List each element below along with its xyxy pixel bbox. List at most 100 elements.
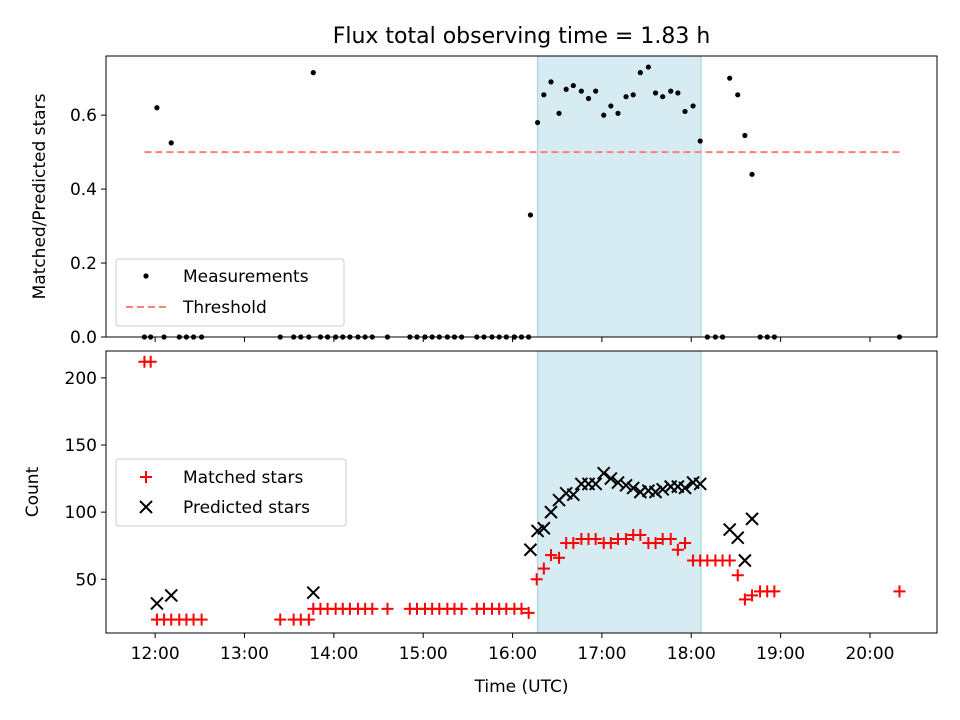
predicted-star-stroke-b — [648, 485, 663, 499]
measurement-point — [570, 82, 576, 89]
matched-star-point — [738, 593, 751, 606]
measurement-point — [749, 171, 755, 177]
matched-star-point — [634, 528, 647, 541]
x-tick-label: 17:00 — [577, 644, 626, 664]
matched-star-point — [620, 533, 633, 545]
x-axis-label: Time (UTC) — [474, 677, 569, 697]
matched-star-point — [553, 551, 566, 564]
bottom-y-tick-label: 50 — [75, 570, 97, 590]
matched-star-point — [664, 533, 677, 545]
measurement-point — [637, 70, 643, 76]
predicted-star-point — [150, 596, 164, 611]
matched-star-point — [567, 537, 580, 550]
measurement-point — [578, 88, 584, 94]
predicted-star-stroke-b — [559, 486, 573, 501]
measurement-point — [727, 75, 733, 81]
predicted-star-stroke-b — [626, 481, 640, 495]
matched-stars-points — [138, 355, 906, 626]
x-tick-label: 18:00 — [667, 644, 716, 664]
measurement-point — [593, 88, 599, 94]
matched-star-point — [195, 613, 208, 626]
matched-star-point — [381, 602, 394, 615]
matched-star-point — [746, 589, 759, 602]
measurement-point — [668, 88, 674, 94]
measurement-point — [310, 70, 316, 76]
measurement-point — [154, 105, 160, 111]
measurement-point — [608, 103, 614, 109]
top-axes-frame — [105, 55, 938, 338]
x-tick-label: 20:00 — [845, 644, 894, 664]
matched-star-point — [544, 549, 557, 562]
measurement-point — [735, 92, 741, 98]
bottom-y-axis-label: Count — [23, 466, 43, 517]
matched-star-point — [604, 537, 617, 550]
predicted-star-stroke-b — [150, 596, 164, 611]
matched-star-point — [366, 602, 379, 615]
measurement-point — [601, 112, 607, 118]
legend-threshold-label: Threshold — [182, 298, 267, 318]
predicted-star-point — [611, 475, 625, 490]
top-highlight-span — [537, 55, 702, 338]
predicted-star-stroke-b — [596, 466, 611, 480]
top-y-tick-label: 0.2 — [70, 254, 97, 274]
predicted-star-stroke-b — [604, 471, 618, 486]
predicted-star-stroke-b — [731, 530, 745, 545]
predicted-star-stroke-b — [588, 477, 603, 491]
x-tick-label: 14:00 — [309, 644, 358, 664]
predicted-star-point — [588, 477, 603, 491]
measurement-point — [534, 119, 541, 126]
measurement-point — [682, 108, 688, 115]
predicted-star-stroke-b — [678, 481, 692, 495]
top-y-tick-label: 0.4 — [70, 180, 97, 200]
matched-star-point — [649, 537, 662, 550]
matched-star-point — [537, 562, 550, 575]
predicted-star-stroke-b — [655, 482, 670, 497]
predicted-star-stroke-b — [686, 475, 700, 490]
measurement-point — [548, 79, 554, 85]
legend-matched-label: Matched stars — [183, 468, 303, 488]
measurement-point — [645, 64, 651, 70]
matched-star-point — [671, 543, 684, 556]
matched-star-point — [522, 606, 535, 619]
legend-matched-marker — [140, 471, 152, 483]
predicted-star-point — [619, 478, 633, 492]
bottom-y-ticks: 50 100 150 200 — [65, 369, 106, 590]
x-tick-label: 16:00 — [488, 644, 537, 664]
predicted-star-stroke-b — [671, 479, 685, 494]
predicted-star-point — [648, 485, 663, 499]
x-tick-label: 12:00 — [131, 644, 180, 664]
measurement-point — [630, 92, 636, 98]
matched-star-point — [768, 585, 781, 598]
matched-star-point — [679, 537, 692, 550]
matched-star-point — [530, 573, 543, 586]
predicted-star-stroke-b — [523, 543, 538, 557]
predicted-star-point — [164, 588, 178, 603]
measurement-point — [527, 212, 534, 218]
predicted-star-stroke-b — [306, 586, 321, 600]
predicted-star-point — [745, 512, 759, 526]
x-tick-label: 19:00 — [756, 644, 805, 664]
predicted-star-point — [693, 477, 707, 491]
top-legend: Measurements Threshold — [115, 258, 345, 327]
predicted-star-point — [655, 482, 670, 497]
predicted-star-point — [537, 521, 551, 535]
measurement-point — [697, 138, 703, 144]
predicted-star-point — [544, 505, 558, 519]
predicted-star-point — [678, 481, 692, 495]
predicted-star-stroke-b — [693, 477, 707, 491]
measurement-point — [168, 140, 174, 146]
predicted-star-point — [306, 586, 321, 600]
matched-star-point — [274, 613, 287, 626]
bottom-axes-frame — [105, 350, 938, 634]
predicted-star-stroke-b — [566, 487, 581, 502]
predicted-star-stroke-b — [745, 512, 759, 526]
predicted-stars-points — [150, 466, 759, 611]
predicted-star-point — [738, 553, 752, 568]
measurement-point — [675, 90, 681, 96]
matched-star-point — [893, 585, 906, 598]
predicted-star-stroke-b — [619, 478, 633, 492]
matched-star-point — [515, 602, 528, 615]
bottom-legend: Matched stars Predicted stars — [115, 458, 347, 527]
matched-star-point — [144, 355, 157, 368]
predicted-star-point — [626, 481, 640, 495]
